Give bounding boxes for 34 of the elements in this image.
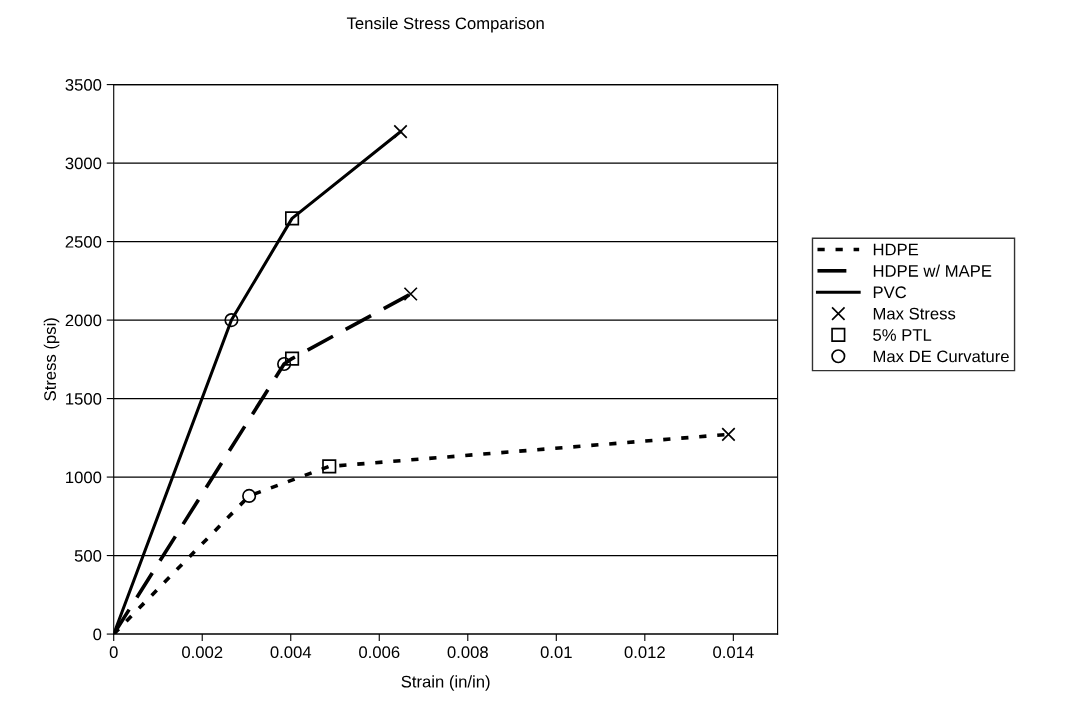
y-tick-label: 3500 [65, 78, 102, 91]
legend-label: 5% PTL [873, 329, 932, 341]
legend-label: HDPE w/ MAPE [873, 264, 992, 277]
x-tick-label: 0.004 [270, 646, 312, 659]
x-tick-label: 0.01 [540, 646, 572, 659]
y-tick-label: 1000 [66, 471, 102, 484]
y-tick-label: 500 [74, 549, 102, 562]
y-tick-label: 1500 [66, 392, 102, 405]
legend-label: HDPE [873, 243, 919, 256]
legend-label: Max DE Curvature [873, 350, 1009, 363]
chart-title: Tensile Stress Comparison [346, 16, 544, 33]
point [322, 459, 337, 474]
y-tick-label: 2000 [65, 314, 102, 327]
legend-label: Max Stress [873, 307, 956, 320]
x-tick-label: 0.012 [624, 646, 665, 659]
point [242, 488, 257, 504]
point [284, 351, 300, 366]
y-axis-title: Stress (psi) [43, 318, 60, 401]
legend-label: PVC [873, 286, 907, 299]
x-tick-label: 0.006 [359, 646, 400, 659]
x-axis-title: Strain (in/in) [401, 675, 490, 691]
x-tick-label: 0.002 [182, 646, 223, 659]
point [393, 124, 408, 139]
x-tick-label: 0 [109, 646, 118, 659]
point [721, 427, 736, 442]
y-tick-label: 3000 [65, 157, 102, 170]
point [403, 286, 418, 302]
point [224, 312, 239, 328]
x-tick-label: 0.014 [713, 646, 754, 659]
point [277, 356, 292, 372]
point [284, 211, 300, 226]
y-tick-label: 0 [93, 628, 102, 641]
y-tick-label: 2500 [65, 235, 102, 248]
x-tick-label: 0.008 [447, 646, 488, 659]
